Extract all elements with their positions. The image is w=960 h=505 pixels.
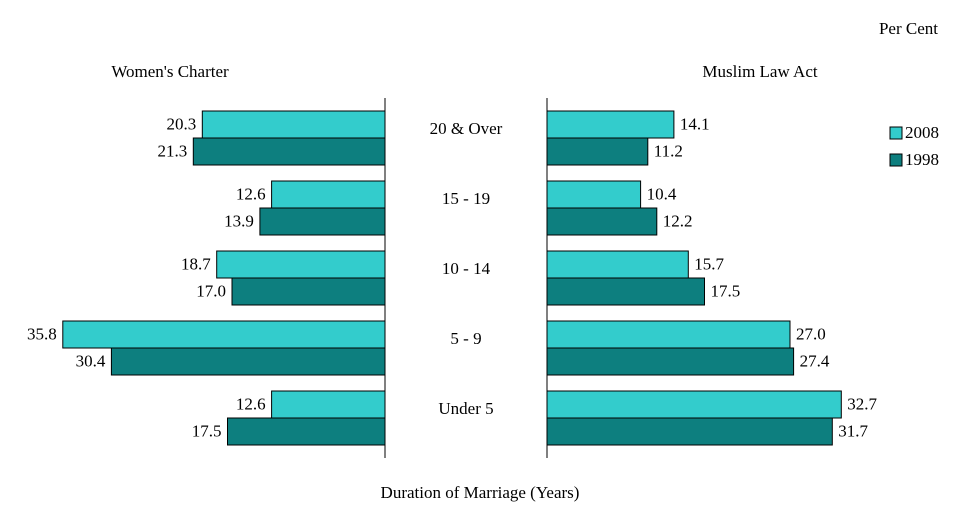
category-label: Under 5 bbox=[438, 399, 493, 418]
data-label: 12.2 bbox=[663, 211, 693, 230]
data-label: 17.5 bbox=[192, 421, 222, 440]
bar bbox=[259, 207, 386, 236]
legend-label: 2008 bbox=[905, 123, 939, 142]
bar bbox=[216, 250, 386, 279]
data-label: 30.4 bbox=[76, 351, 106, 370]
data-label: 17.5 bbox=[711, 281, 741, 300]
data-label: 11.2 bbox=[654, 141, 683, 160]
legend-swatch bbox=[889, 126, 903, 140]
bar bbox=[62, 320, 386, 349]
data-label: 10.4 bbox=[647, 184, 677, 203]
category-label: 5 - 9 bbox=[450, 329, 481, 348]
bar bbox=[546, 417, 833, 446]
data-label: 32.7 bbox=[847, 394, 877, 413]
bar bbox=[110, 347, 386, 376]
bar bbox=[546, 180, 642, 209]
bar bbox=[546, 347, 795, 376]
bar bbox=[546, 320, 791, 349]
data-label: 17.0 bbox=[196, 281, 226, 300]
data-label: 12.6 bbox=[236, 184, 266, 203]
category-label: 20 & Over bbox=[430, 119, 503, 138]
bar bbox=[231, 277, 386, 306]
bar bbox=[546, 137, 649, 166]
bar bbox=[546, 390, 842, 419]
data-label: 27.4 bbox=[800, 351, 830, 370]
x-axis-label: Duration of Marriage (Years) bbox=[381, 483, 580, 502]
panel-title: Muslim Law Act bbox=[702, 62, 817, 81]
bar bbox=[546, 207, 658, 236]
bar bbox=[546, 250, 689, 279]
data-label: 20.3 bbox=[167, 114, 197, 133]
data-label: 27.0 bbox=[796, 324, 826, 343]
legend-label: 1998 bbox=[905, 150, 939, 169]
data-label: 21.3 bbox=[158, 141, 188, 160]
data-label: 12.6 bbox=[236, 394, 266, 413]
data-label: 14.1 bbox=[680, 114, 710, 133]
data-label: 31.7 bbox=[838, 421, 868, 440]
data-label: 15.7 bbox=[694, 254, 724, 273]
data-label: 13.9 bbox=[224, 211, 254, 230]
bar bbox=[546, 110, 675, 139]
legend-swatch bbox=[889, 153, 903, 167]
bar bbox=[227, 417, 386, 446]
data-label: 18.7 bbox=[181, 254, 211, 273]
unit-label: Per Cent bbox=[879, 19, 938, 38]
panel-title: Women's Charter bbox=[111, 62, 229, 81]
bar bbox=[192, 137, 386, 166]
data-label: 35.8 bbox=[27, 324, 57, 343]
bar bbox=[271, 180, 386, 209]
category-label: 15 - 19 bbox=[442, 189, 490, 208]
bar bbox=[546, 277, 705, 306]
bar bbox=[271, 390, 386, 419]
bar bbox=[201, 110, 386, 139]
category-label: 10 - 14 bbox=[442, 259, 491, 278]
